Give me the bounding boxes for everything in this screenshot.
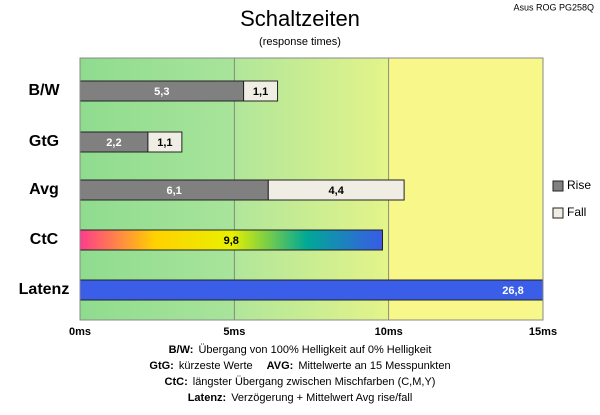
- note-label: CtC:: [165, 376, 188, 388]
- y-tick-label: CtC: [30, 231, 59, 248]
- note: GtG: kürzeste Werte AVG: Mittelwerte an 15 …: [149, 360, 450, 372]
- zone: [389, 58, 543, 320]
- x-tick-label: 10ms: [375, 326, 403, 338]
- note-text: Verzögerung + Mittelwert Avg rise/fall: [231, 392, 412, 404]
- bar: [80, 229, 383, 251]
- value-label: 2,2: [106, 137, 121, 149]
- bar: [80, 279, 543, 301]
- chart-subtitle: (response times): [259, 36, 341, 48]
- y-tick-label: Avg: [29, 181, 59, 198]
- value-label: 6,1: [166, 185, 181, 197]
- legend-label: Fall: [567, 205, 586, 219]
- bar: [243, 80, 279, 102]
- x-tick-label: 0ms: [69, 326, 91, 338]
- bar: [147, 131, 183, 153]
- legend-label: Rise: [567, 178, 591, 192]
- x-tick-label: 15ms: [529, 326, 557, 338]
- value-label: 1,1: [253, 86, 268, 98]
- value-label: 4,4: [329, 185, 345, 197]
- note-label: GtG:: [149, 360, 173, 372]
- value-label: 9,8: [224, 235, 239, 247]
- note: B/W: Übergang von 100% Helligkeit auf 0% …: [169, 344, 432, 356]
- x-tick-label: 5ms: [223, 326, 245, 338]
- chart-title: Schaltzeiten: [240, 6, 360, 31]
- note-text: längster Übergang zwischen Mischfarben (…: [193, 376, 436, 388]
- value-label: 1,1: [157, 137, 172, 149]
- y-tick-label: B/W: [28, 82, 60, 99]
- y-tick-label: GtG: [29, 133, 59, 150]
- note-label: B/W:: [169, 344, 194, 356]
- legend-swatch: [552, 180, 564, 192]
- value-label: 5,3: [154, 86, 169, 98]
- bar: [267, 179, 405, 201]
- note-label: Latenz:: [188, 392, 227, 404]
- plot-frame: [79, 57, 544, 321]
- note-text: kürzeste Werte: [179, 360, 253, 372]
- note: CtC: längster Übergang zwischen Mischfarb…: [165, 376, 436, 388]
- note-text: Mittelwerte an 15 Messpunkten: [298, 360, 450, 372]
- note-text: Übergang von 100% Helligkeit auf 0% Hell…: [198, 344, 431, 356]
- value-label: 26,8: [502, 285, 523, 297]
- legend-swatch: [552, 207, 564, 219]
- y-tick-label: Latenz: [19, 281, 70, 298]
- note-label: AVG:: [267, 360, 294, 372]
- note: Latenz: Verzögerung + Mittelwert Avg rise…: [188, 392, 413, 404]
- corner-note: Asus ROG PG258Q: [513, 2, 594, 12]
